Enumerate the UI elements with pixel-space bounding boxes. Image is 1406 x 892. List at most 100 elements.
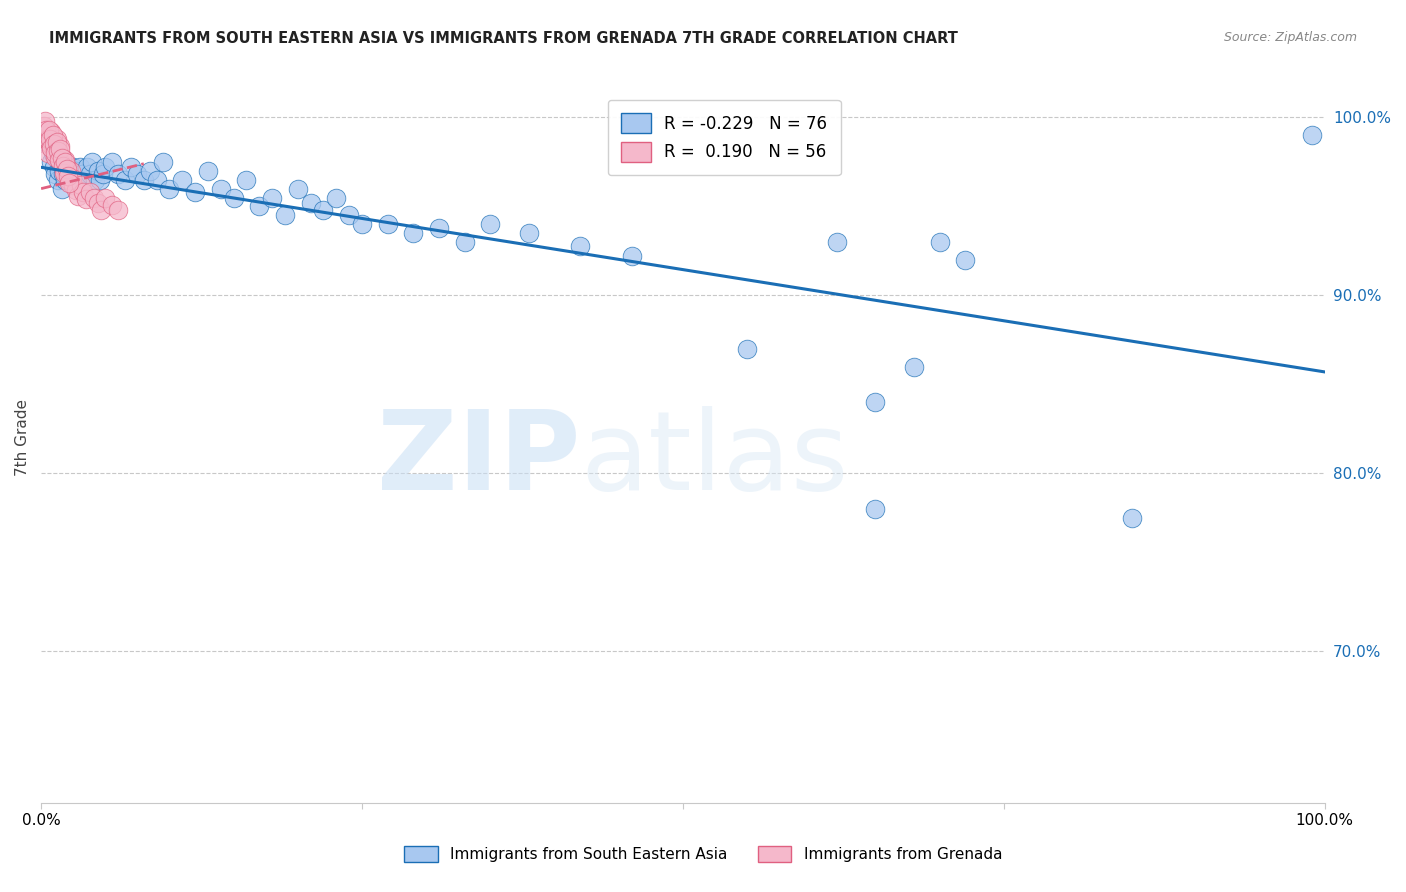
Point (32, 120, 55, 134)
Point (37, 132, 59, 146)
Point (209, 181, 232, 195)
Point (41, 128, 63, 143)
Point (299, 195, 322, 210)
Point (337, 208, 360, 222)
Point (59, 173, 82, 187)
Point (145, 173, 167, 187)
Point (56, 169, 79, 184)
Text: Source: ZipAtlas.com: Source: ZipAtlas.com (1223, 31, 1357, 45)
Point (82, 155, 104, 169)
Point (49, 143, 72, 157)
Point (139, 164, 162, 178)
Point (56, 168, 79, 182)
Point (52, 159, 75, 173)
Point (41, 146, 63, 161)
Point (100, 197, 122, 211)
Point (52, 168, 75, 182)
Text: atlas: atlas (581, 406, 849, 513)
Point (46, 143, 69, 157)
Point (38, 123, 60, 137)
Point (79, 185, 101, 199)
Point (42, 137, 65, 152)
Point (41, 141, 63, 155)
Point (56, 168, 79, 182)
Point (79, 168, 101, 182)
Point (75, 192, 97, 206)
Point (53, 161, 76, 175)
Point (1301, 128, 1323, 143)
Point (247, 199, 270, 213)
Point (55, 161, 77, 175)
Point (222, 190, 245, 204)
Point (427, 220, 450, 235)
Point (76, 161, 98, 175)
Point (55, 162, 77, 177)
Point (235, 173, 257, 187)
Point (44, 168, 66, 182)
Point (100, 155, 122, 169)
Point (42, 161, 65, 175)
Point (65, 164, 87, 178)
Point (1121, 511, 1143, 525)
Point (55, 155, 77, 169)
Point (825, 235, 848, 249)
Point (569, 238, 592, 252)
Point (58, 173, 80, 187)
Point (84, 173, 107, 187)
Point (107, 202, 129, 217)
Point (86, 195, 108, 210)
Point (39, 128, 62, 143)
Point (517, 226, 540, 240)
Point (45, 150, 67, 164)
Point (49, 139, 72, 153)
Point (152, 155, 174, 169)
Point (89, 173, 111, 187)
Point (35, 137, 58, 152)
Point (120, 161, 142, 175)
Point (35, 123, 58, 137)
Point (42, 141, 65, 155)
Point (34, 114, 56, 128)
Point (197, 164, 219, 178)
Point (48, 153, 70, 168)
Point (325, 190, 347, 204)
Point (46, 173, 69, 187)
Point (51, 150, 73, 164)
Point (34, 128, 56, 143)
Point (69, 161, 91, 175)
Point (39, 132, 62, 146)
Point (91, 168, 114, 182)
Point (928, 235, 950, 249)
Point (48, 148, 70, 162)
Point (65, 183, 87, 197)
Point (172, 173, 194, 187)
Point (70, 168, 93, 182)
Legend: R = -0.229   N = 76, R =  0.190   N = 56: R = -0.229 N = 76, R = 0.190 N = 56 (607, 100, 841, 175)
Point (107, 168, 129, 182)
Point (94, 161, 117, 175)
Point (66, 168, 89, 182)
Point (454, 235, 477, 249)
Point (45, 136, 67, 150)
Point (94, 190, 117, 204)
Point (53, 166, 76, 180)
Point (159, 181, 181, 195)
Point (59, 164, 82, 178)
Point (39, 137, 62, 152)
Point (274, 208, 297, 222)
Point (955, 252, 977, 267)
Point (55, 164, 77, 178)
Point (70, 178, 93, 192)
Point (479, 217, 502, 231)
Point (41, 155, 63, 169)
Point (262, 190, 284, 204)
Point (184, 185, 207, 199)
Point (127, 168, 149, 182)
Point (46, 145, 69, 159)
Point (58, 161, 80, 175)
Point (735, 342, 758, 356)
Point (60, 168, 83, 182)
Y-axis label: 7th Grade: 7th Grade (15, 400, 30, 476)
Point (48, 164, 70, 178)
Point (132, 173, 155, 187)
